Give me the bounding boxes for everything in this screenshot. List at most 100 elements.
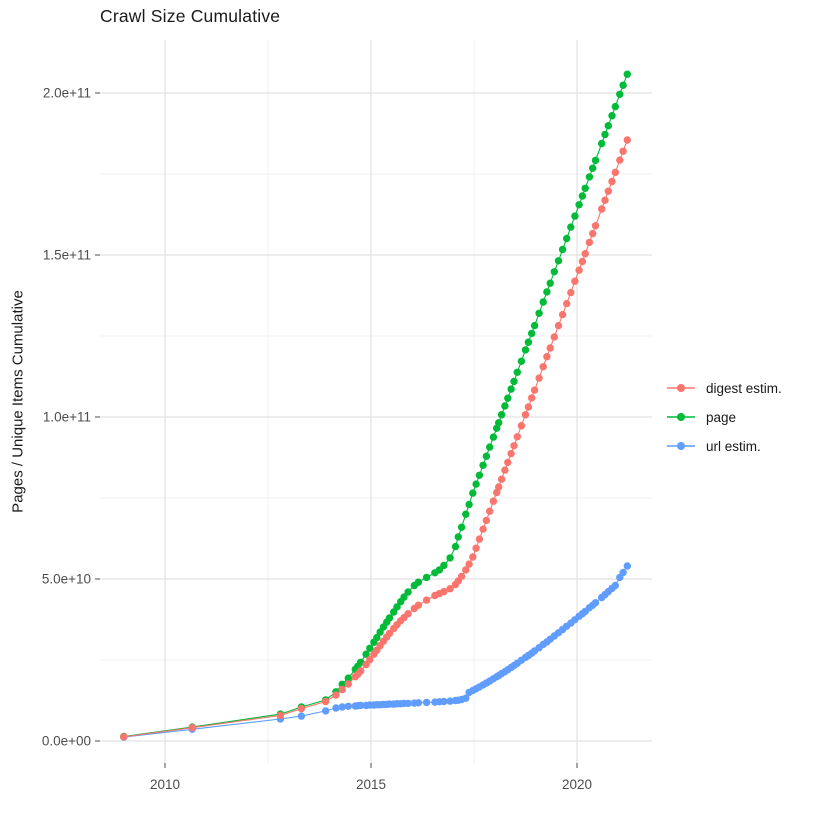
data-point [457, 572, 466, 581]
data-point [571, 212, 579, 220]
data-point [528, 394, 536, 402]
data-point [501, 402, 509, 410]
data-point [462, 566, 470, 574]
data-point [623, 136, 631, 144]
data-point [550, 333, 558, 341]
data-point [507, 385, 515, 393]
data-point [440, 587, 448, 596]
data-point [504, 458, 512, 467]
data-point [543, 353, 551, 361]
data-point [581, 184, 589, 192]
data-point [539, 363, 547, 371]
data-point [344, 680, 352, 688]
data-point [507, 449, 515, 458]
data-point [554, 257, 563, 265]
data-point [322, 697, 330, 706]
legend-item-url: url estim. [666, 436, 782, 456]
data-point [513, 368, 521, 376]
data-point [479, 525, 487, 533]
data-point [585, 173, 594, 181]
page-legend-key-icon [667, 413, 695, 421]
data-point [297, 712, 306, 720]
url-legend-key-icon [667, 442, 695, 450]
legend-label-url: url estim. [706, 438, 761, 454]
data-point [510, 442, 518, 450]
data-point [567, 288, 575, 297]
data-point [563, 299, 571, 308]
data-point [440, 561, 448, 570]
data-point [489, 433, 498, 441]
x-tick-label: 2020 [562, 777, 592, 792]
data-point [567, 223, 575, 231]
data-point [517, 422, 526, 430]
data-point [504, 394, 512, 402]
data-point [619, 81, 627, 89]
data-point [422, 596, 431, 604]
data-point [535, 374, 543, 382]
data-point [611, 102, 619, 111]
data-point [393, 603, 401, 611]
data-point [517, 357, 526, 365]
data-point [535, 309, 543, 317]
series-page [120, 70, 631, 741]
data-point [601, 196, 609, 204]
x-tick-label: 2015 [356, 777, 386, 792]
data-point [530, 321, 539, 330]
data-point [344, 702, 352, 710]
legend: digest estim. page url estim. [666, 378, 782, 456]
data-point [338, 680, 346, 688]
digest-legend-key-icon [667, 384, 695, 392]
y-tick-labels: 0.0e+00 5.0e+10 1.0e+11 1.5e+11 2.0e+11 [42, 86, 91, 749]
data-point [482, 452, 491, 460]
data-point [591, 156, 600, 165]
data-point [422, 698, 431, 707]
data-point [558, 245, 567, 254]
data-point [414, 601, 423, 609]
data-point [524, 403, 533, 411]
data-point [598, 205, 606, 213]
data-point [362, 650, 370, 658]
data-point [510, 377, 518, 386]
data-point [578, 257, 587, 266]
data-point [489, 497, 498, 505]
data-point [479, 461, 487, 469]
axis-ticks [95, 92, 578, 768]
data-point [404, 588, 412, 596]
data-point [521, 411, 530, 419]
data-point [357, 667, 365, 675]
data-point [497, 475, 506, 483]
data-point [608, 177, 616, 186]
data-point [465, 560, 473, 568]
data-point [546, 279, 554, 287]
data-point [446, 697, 454, 705]
data-point [495, 483, 503, 491]
data-point [475, 535, 484, 543]
data-point [539, 298, 547, 306]
data-point [446, 585, 454, 593]
data-point [120, 733, 128, 741]
data-point [338, 685, 346, 694]
data-point [513, 433, 521, 441]
data-point [344, 674, 352, 682]
x-tick-labels: 2010 2015 2020 [150, 777, 592, 792]
y-tick-label: 1.5e+11 [43, 248, 91, 263]
legend-item-page: page [666, 407, 782, 427]
data-point [546, 344, 554, 352]
data-point [601, 130, 609, 139]
data-point [623, 70, 631, 78]
data-point [575, 266, 583, 274]
data-point [400, 593, 408, 601]
data-point [469, 489, 477, 497]
y-tick-label: 5.0e+10 [42, 572, 91, 587]
data-point [591, 222, 600, 230]
data-point [338, 703, 346, 711]
series-digest-estim- [120, 136, 631, 741]
data-point [591, 599, 600, 607]
data-point [495, 419, 503, 427]
data-point [575, 201, 583, 209]
data-point [611, 168, 619, 177]
data-point [571, 277, 579, 285]
legend-label-page: page [706, 409, 737, 425]
